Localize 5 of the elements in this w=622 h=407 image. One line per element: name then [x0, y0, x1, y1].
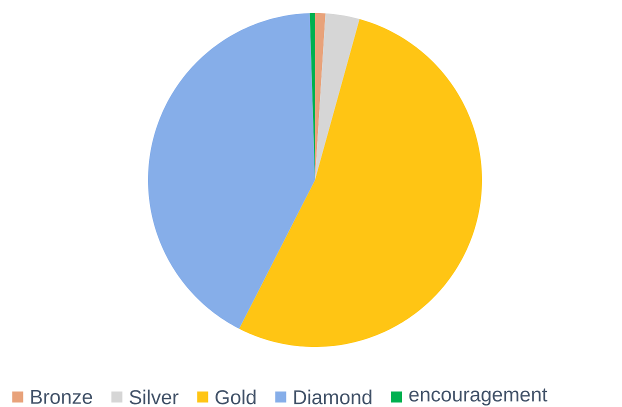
legend-label: encouragement [409, 388, 548, 406]
legend-label: Gold [216, 390, 256, 404]
legend-label: Diamond [294, 390, 372, 404]
legend-label: Silver [130, 390, 178, 404]
legend-label: Bronze [31, 390, 92, 404]
